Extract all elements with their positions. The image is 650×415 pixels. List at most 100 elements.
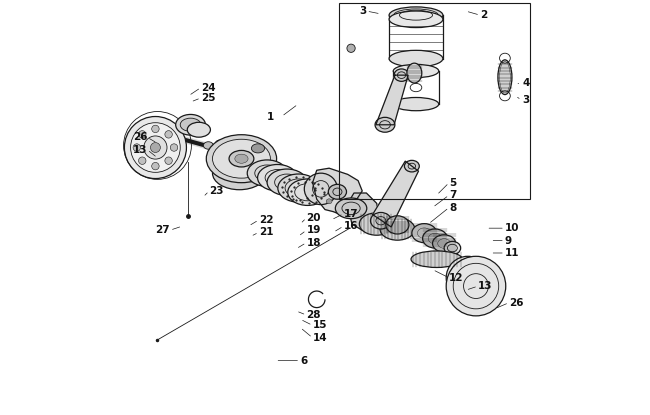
Ellipse shape	[464, 287, 471, 293]
Ellipse shape	[226, 144, 234, 150]
Ellipse shape	[380, 218, 415, 240]
Ellipse shape	[124, 117, 187, 178]
Text: 10: 10	[505, 223, 519, 233]
Text: 13: 13	[478, 281, 493, 291]
Polygon shape	[313, 168, 362, 216]
Ellipse shape	[187, 122, 211, 137]
Ellipse shape	[412, 224, 437, 243]
Text: 11: 11	[505, 248, 519, 258]
Ellipse shape	[370, 212, 391, 229]
Ellipse shape	[456, 266, 462, 272]
Ellipse shape	[473, 266, 480, 272]
Ellipse shape	[389, 50, 443, 67]
Text: 27: 27	[155, 225, 170, 235]
Ellipse shape	[229, 150, 254, 167]
Ellipse shape	[444, 242, 461, 255]
Text: 12: 12	[449, 273, 463, 283]
Ellipse shape	[213, 139, 270, 178]
Ellipse shape	[151, 125, 159, 133]
Text: 24: 24	[201, 83, 216, 93]
Text: 18: 18	[306, 238, 321, 248]
Ellipse shape	[326, 199, 332, 204]
Text: 17: 17	[344, 209, 358, 219]
Ellipse shape	[247, 160, 287, 186]
Ellipse shape	[446, 256, 506, 316]
Ellipse shape	[165, 157, 172, 164]
Polygon shape	[348, 193, 379, 230]
Text: 13: 13	[133, 144, 147, 155]
Text: 9: 9	[505, 236, 512, 246]
Text: 16: 16	[344, 221, 358, 231]
Ellipse shape	[446, 256, 489, 299]
Ellipse shape	[213, 156, 266, 190]
Text: 26: 26	[133, 132, 147, 142]
Ellipse shape	[386, 216, 409, 234]
Ellipse shape	[133, 144, 140, 151]
Ellipse shape	[288, 179, 328, 205]
Bar	[339, 3, 530, 199]
Ellipse shape	[180, 118, 201, 132]
Ellipse shape	[138, 131, 146, 138]
Text: 19: 19	[306, 225, 320, 235]
Ellipse shape	[375, 117, 395, 132]
Text: 8: 8	[449, 203, 456, 212]
Ellipse shape	[498, 60, 512, 95]
Polygon shape	[372, 161, 419, 227]
Ellipse shape	[393, 64, 439, 78]
Text: 21: 21	[259, 227, 273, 237]
Text: 26: 26	[509, 298, 523, 308]
Text: 14: 14	[313, 333, 327, 343]
Ellipse shape	[267, 169, 307, 195]
Text: 2: 2	[480, 10, 488, 20]
Ellipse shape	[473, 283, 480, 290]
Ellipse shape	[432, 235, 456, 252]
Text: 23: 23	[209, 186, 224, 196]
Text: 20: 20	[306, 213, 321, 223]
Ellipse shape	[460, 270, 475, 285]
Ellipse shape	[452, 262, 484, 293]
Ellipse shape	[464, 262, 471, 269]
Text: 5: 5	[449, 178, 456, 188]
Ellipse shape	[335, 198, 367, 219]
Ellipse shape	[477, 274, 484, 281]
Polygon shape	[376, 75, 408, 125]
Ellipse shape	[464, 274, 471, 281]
Ellipse shape	[203, 142, 213, 149]
Text: 7: 7	[449, 190, 456, 200]
Ellipse shape	[452, 274, 459, 281]
Ellipse shape	[235, 154, 248, 163]
Text: 15: 15	[313, 320, 327, 330]
Text: 22: 22	[259, 215, 273, 225]
Ellipse shape	[176, 115, 205, 135]
Ellipse shape	[389, 11, 443, 27]
Ellipse shape	[151, 162, 159, 170]
Ellipse shape	[257, 164, 297, 191]
Ellipse shape	[304, 173, 337, 205]
Text: 3: 3	[359, 6, 367, 16]
Ellipse shape	[144, 136, 167, 159]
Ellipse shape	[456, 283, 462, 290]
Ellipse shape	[278, 174, 319, 202]
Text: 4: 4	[523, 78, 530, 88]
Text: 1: 1	[267, 112, 274, 122]
Ellipse shape	[328, 184, 346, 199]
Text: 3: 3	[523, 95, 530, 105]
Text: 6: 6	[300, 356, 307, 366]
Ellipse shape	[206, 135, 277, 183]
Ellipse shape	[389, 7, 443, 23]
Ellipse shape	[359, 213, 394, 235]
Ellipse shape	[394, 9, 438, 22]
Text: 25: 25	[201, 93, 215, 103]
Ellipse shape	[252, 144, 265, 153]
Ellipse shape	[347, 44, 355, 52]
Ellipse shape	[150, 143, 161, 152]
Ellipse shape	[422, 229, 447, 248]
Ellipse shape	[394, 69, 409, 81]
Ellipse shape	[165, 131, 172, 138]
Ellipse shape	[215, 140, 224, 146]
Ellipse shape	[131, 123, 180, 172]
Ellipse shape	[404, 160, 419, 172]
Text: 28: 28	[306, 310, 321, 320]
Ellipse shape	[411, 251, 462, 268]
Ellipse shape	[393, 98, 439, 111]
